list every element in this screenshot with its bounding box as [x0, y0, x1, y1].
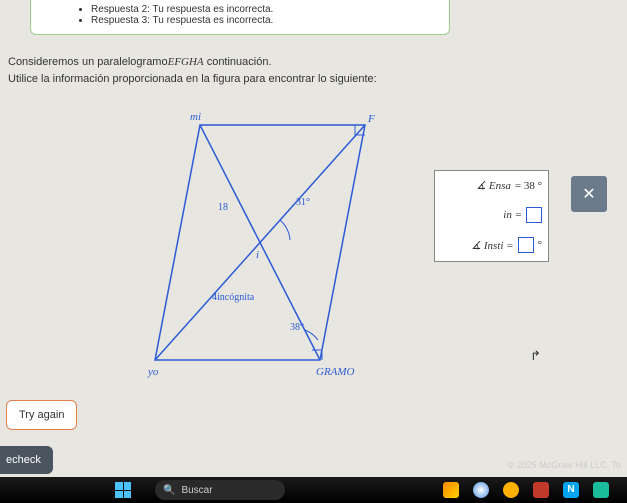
parallelogram-figure: mi F GRAMO yo i 18 31° 4incógnita 38° [130, 100, 390, 390]
vertex-g-label: GRAMO [316, 366, 355, 378]
copyright-text: © 2025 McGraw Hill LLC. To [507, 460, 621, 470]
answer2-input[interactable] [526, 207, 542, 223]
taskbar-search[interactable]: 🔍 Buscar [155, 480, 285, 500]
problem-shape-name: EFGHA [168, 56, 204, 68]
task-icon-5[interactable]: N [563, 482, 579, 498]
answer1-label: ∡ Ensa [476, 179, 511, 192]
vertex-f-label: F [367, 113, 375, 125]
task-icon-6[interactable] [593, 482, 609, 498]
answer-row-3: ∡ Insti = ° [441, 237, 542, 253]
feedback-panel: Respuesta 2: Tu respuesta es incorrecta.… [30, 0, 450, 35]
problem-line2: Utilice la información proporcionada en … [8, 71, 377, 88]
answer1-value: = 38 ° [515, 180, 542, 192]
answer-panel: ∡ Ensa = 38 ° in = ∡ Insti = ° [434, 170, 549, 262]
close-icon: ✕ [582, 184, 595, 204]
answer-row-1: ∡ Ensa = 38 ° [441, 179, 542, 192]
problem-line1c: continuación. [204, 56, 272, 68]
vertex-e-label: mi [190, 111, 201, 123]
answer3-input[interactable] [518, 237, 534, 253]
feedback-item: Respuesta 2: Tu respuesta es incorrecta. [91, 4, 439, 15]
problem-statement: Consideremos un paralelogramoEFGHA conti… [8, 54, 377, 87]
task-icon-4[interactable] [533, 482, 549, 498]
problem-line1a: Consideremos un paralelogramo [8, 56, 168, 68]
search-placeholder: Buscar [181, 485, 212, 496]
task-icon-2[interactable] [473, 482, 489, 498]
windows-start-button[interactable] [115, 482, 131, 498]
search-icon: 🔍 [163, 485, 175, 496]
vertex-h-label: yo [147, 366, 159, 378]
taskbar-tray: N [443, 482, 627, 498]
task-icon-3[interactable] [503, 482, 519, 498]
cursor-icon: ↱ [530, 348, 541, 364]
close-button[interactable]: ✕ [571, 176, 607, 212]
answer-row-2: in = [441, 207, 542, 223]
angle-igf-value: 38° [290, 322, 304, 333]
recheck-button[interactable]: echeck [0, 446, 53, 474]
angle-eif-value: 31° [296, 197, 310, 208]
try-again-button[interactable]: Try again [6, 400, 77, 430]
task-icon-1[interactable] [443, 482, 459, 498]
side-ei-value: 18 [218, 202, 228, 213]
answer2-label: in = [503, 209, 522, 221]
answer3-unit: ° [538, 239, 542, 251]
feedback-item: Respuesta 3: Tu respuesta es incorrecta. [91, 15, 439, 26]
taskbar: 🔍 Buscar N [0, 477, 627, 503]
side-hg-label: 4incógnita [212, 292, 255, 303]
center-label: i [256, 249, 259, 261]
answer3-label: ∡ Insti = [471, 239, 513, 252]
